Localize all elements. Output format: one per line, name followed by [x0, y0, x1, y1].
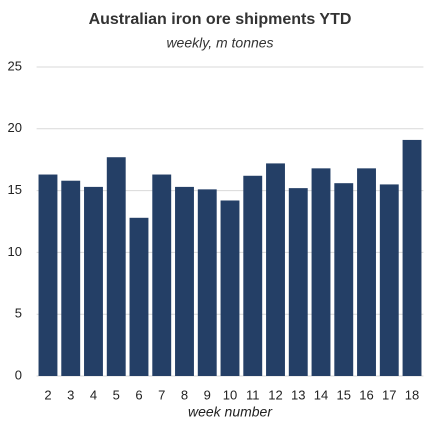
chart-title: Australian iron ore shipments YTD [89, 11, 352, 28]
x-tick-label: 4 [90, 387, 97, 402]
x-tick-label: 13 [291, 387, 305, 402]
x-tick-label: 9 [204, 387, 211, 402]
y-tick-label: 10 [8, 244, 22, 259]
bar [334, 183, 354, 376]
bar [175, 186, 194, 376]
y-tick-label: 20 [8, 120, 22, 135]
bar [129, 217, 149, 376]
x-tick-label: 3 [67, 387, 74, 402]
bar [266, 163, 285, 376]
bar [379, 184, 399, 376]
bar [311, 168, 331, 376]
x-tick-label: 10 [223, 387, 237, 402]
bar [220, 200, 240, 376]
y-tick-label: 0 [15, 367, 22, 382]
x-tick-label: 14 [314, 387, 328, 402]
x-tick-label: 5 [113, 387, 120, 402]
bar [61, 180, 81, 376]
y-tick-label: 15 [8, 182, 22, 197]
x-tick-label: 18 [405, 387, 419, 402]
x-tick-label: 15 [337, 387, 351, 402]
x-tick-label: 6 [135, 387, 142, 402]
bar [38, 174, 58, 376]
y-tick-label: 5 [15, 306, 22, 321]
chart-subtitle: weekly, m tonnes [166, 35, 273, 51]
x-tick-label: 8 [181, 387, 188, 402]
x-tick-label: 12 [268, 387, 282, 402]
bar [106, 157, 126, 376]
x-tick-label: 2 [44, 387, 51, 402]
y-tick-label: 25 [8, 58, 22, 73]
bar [357, 168, 376, 376]
bar [243, 175, 263, 376]
x-tick-label: 11 [246, 387, 260, 402]
bar [197, 189, 217, 376]
x-axis-label: week number [188, 404, 273, 420]
bar [288, 188, 308, 376]
x-tick-label: 7 [158, 387, 165, 402]
bar [84, 186, 103, 376]
bar [152, 174, 172, 376]
x-tick-label: 17 [382, 387, 396, 402]
bar [402, 139, 422, 376]
x-tick-label: 16 [359, 387, 373, 402]
